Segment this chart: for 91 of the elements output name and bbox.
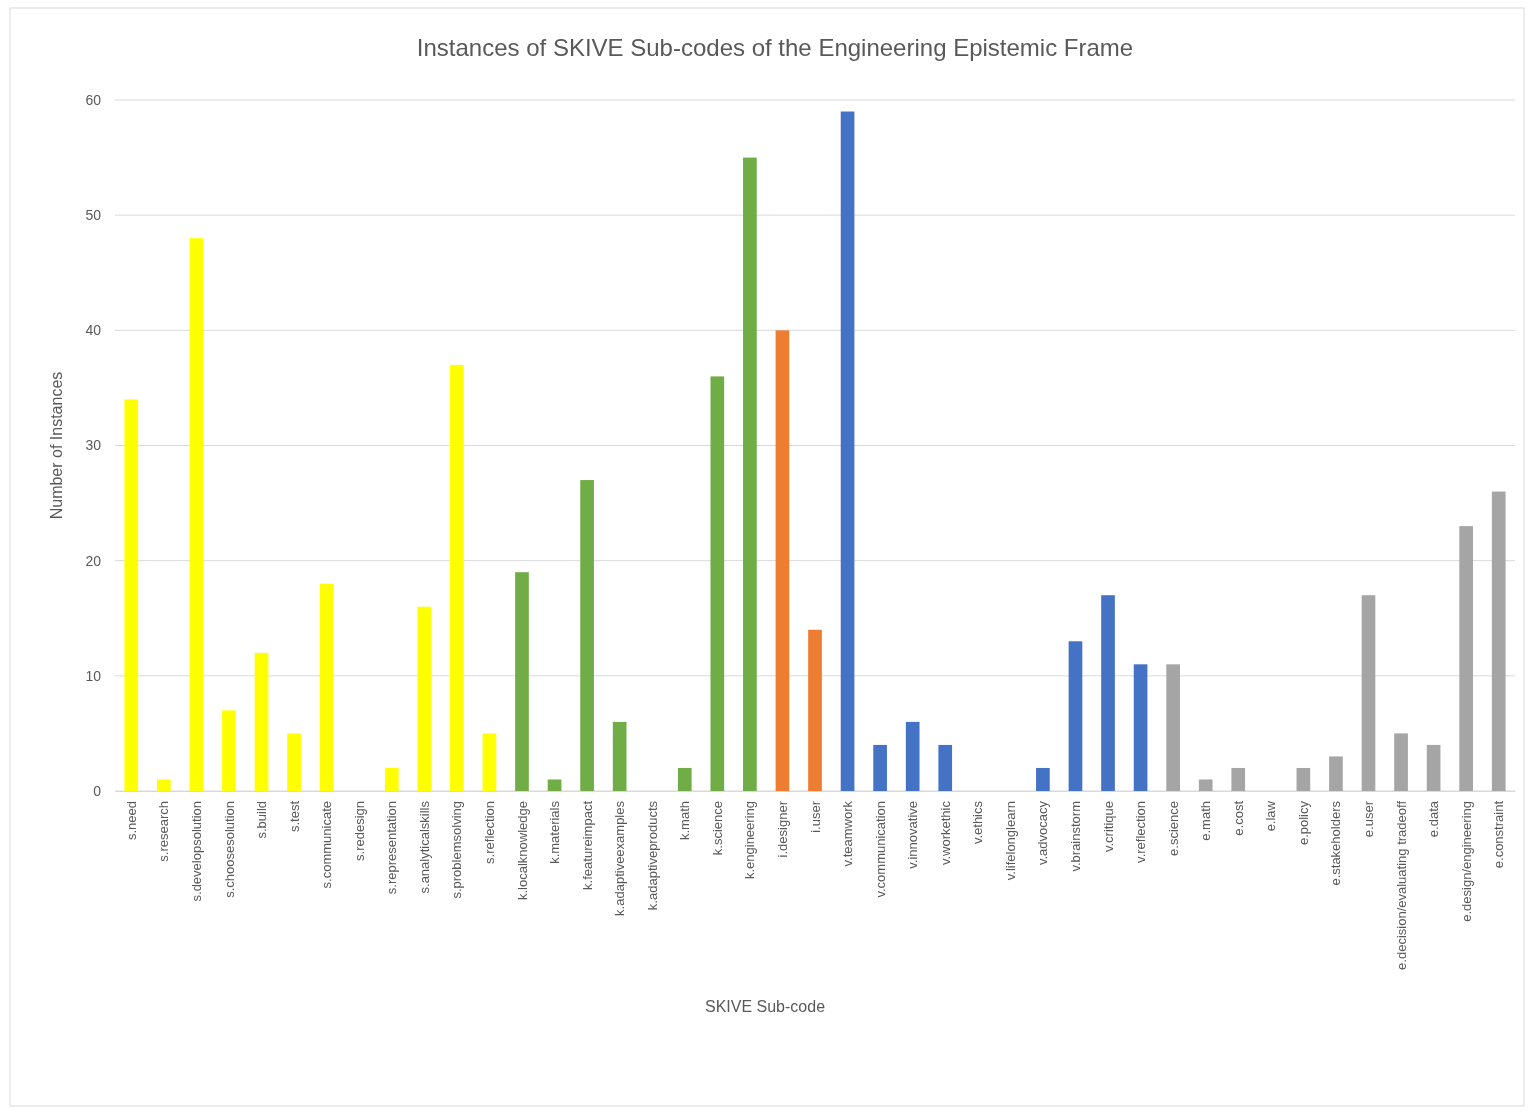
bar — [1198, 779, 1213, 791]
x-tick-label: e.design/engineering — [1458, 801, 1474, 922]
bar — [1036, 767, 1050, 791]
x-tick-label: k.featureimpact — [579, 800, 595, 890]
bar — [1133, 664, 1148, 791]
x-tick-label: s.communicate — [319, 801, 335, 889]
bar — [1166, 664, 1180, 791]
bar — [124, 399, 139, 791]
x-tick-label: s.build — [254, 801, 270, 839]
y-tick-label: 60 — [85, 91, 102, 108]
x-tick-label: e.math — [1198, 801, 1214, 841]
y-tick-label: 30 — [85, 437, 102, 454]
bar — [222, 710, 236, 791]
bar — [710, 376, 725, 791]
y-tick-label: 0 — [93, 782, 102, 799]
x-tick-label: k.localknowledge — [514, 801, 530, 901]
x-tick-label: s.reflection — [481, 801, 497, 864]
bar — [580, 480, 594, 791]
bar — [1394, 733, 1408, 791]
x-tick-label: k.adaptiveexamples — [612, 800, 628, 916]
y-tick-label: 50 — [85, 207, 102, 224]
x-tick-label: s.need — [123, 801, 139, 841]
bar — [417, 606, 432, 791]
x-tick-label: s.problemsolving — [449, 801, 465, 899]
bar — [482, 733, 497, 791]
x-tick-label: e.user — [1361, 800, 1377, 838]
x-tick-label: e.policy — [1295, 800, 1311, 846]
x-tick-label: v.brainstorm — [1068, 801, 1084, 872]
x-tick-label: e.decision/evaluating tradeoff — [1393, 800, 1409, 970]
bar — [938, 744, 953, 791]
bar — [547, 779, 562, 791]
bar — [1426, 744, 1441, 791]
y-tick-label: 40 — [85, 322, 102, 339]
bar — [384, 767, 399, 791]
bar — [515, 572, 529, 791]
bar — [189, 238, 204, 791]
y-axis-title: Number of Instances — [48, 371, 65, 520]
x-tick-label: v.lifelonglearn — [1002, 801, 1018, 881]
bar — [1491, 491, 1506, 791]
x-tick-label: v.communication — [872, 801, 888, 898]
x-tick-label: s.representation — [384, 801, 400, 895]
bar — [287, 733, 301, 791]
x-tick-label: k.adaptiveproducts — [644, 800, 660, 911]
bar — [254, 652, 269, 791]
y-tick-label: 20 — [85, 552, 102, 569]
x-tick-label: k.math — [677, 801, 693, 841]
x-tick-label: e.science — [1165, 801, 1181, 856]
x-tick-label: k.science — [709, 801, 725, 856]
x-tick-label: e.constraint — [1491, 800, 1507, 869]
x-tick-label: v.innovative — [905, 801, 921, 869]
bar — [840, 111, 855, 791]
bar — [1231, 767, 1246, 791]
x-tick-label: e.stakeholders — [1328, 800, 1344, 886]
x-tick-label: s.redesign — [351, 801, 367, 861]
bar — [1361, 595, 1376, 791]
x-tick-label: s.developsolution — [188, 801, 204, 902]
x-tick-label: e.data — [1426, 800, 1442, 838]
x-tick-label: s.research — [156, 801, 172, 862]
bar — [743, 157, 757, 791]
bar — [905, 721, 920, 791]
bar — [319, 583, 334, 791]
bar — [677, 767, 692, 791]
x-axis-title: SKIVE Sub-code — [704, 998, 826, 1015]
bar — [157, 779, 171, 791]
x-tick-label: v.critique — [1100, 801, 1116, 853]
x-tick-label: s.choosesolution — [221, 801, 237, 898]
x-tick-label: s.analyticalskills — [416, 800, 432, 894]
x-tick-label: v.workethic — [937, 800, 953, 866]
bar — [775, 330, 790, 791]
bar — [808, 629, 822, 791]
x-tick-label: k.materials — [547, 800, 563, 864]
x-tick-label: v.advocacy — [1035, 800, 1051, 866]
x-tick-label: i.designer — [774, 800, 790, 858]
bar — [873, 744, 887, 791]
bar — [1459, 526, 1473, 791]
bar — [1068, 641, 1083, 791]
x-tick-label: v.teamwork — [840, 800, 856, 867]
x-tick-label: v.ethics — [970, 800, 986, 845]
y-tick-label: 10 — [85, 667, 102, 684]
x-tick-label: e.law — [1263, 800, 1279, 832]
bar — [612, 721, 627, 791]
chart-title: Instances of SKIVE Sub-codes of the Engineering Epistemic Frame — [416, 34, 1134, 61]
x-tick-label: v.reflection — [1133, 801, 1149, 863]
x-tick-label: s.test — [286, 800, 302, 833]
bar — [1329, 756, 1343, 791]
bar — [450, 364, 464, 791]
x-tick-label: e.cost — [1230, 800, 1246, 836]
bar — [1101, 595, 1115, 791]
x-tick-label: k.engineering — [742, 801, 758, 880]
x-tick-label: i.user — [807, 800, 823, 833]
bar — [1296, 767, 1311, 791]
